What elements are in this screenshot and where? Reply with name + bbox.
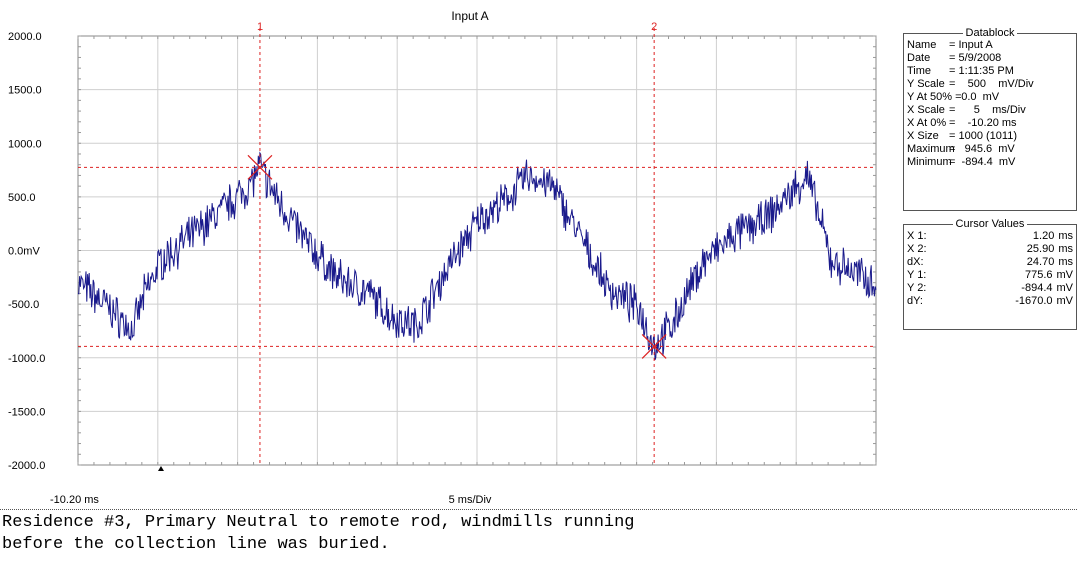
cursor-value-key: dX: bbox=[907, 256, 924, 268]
datablock-key: Maximum bbox=[907, 143, 955, 155]
datablock-value: = 945.6 mV bbox=[949, 143, 1015, 155]
y-tick-label: -1500.0 bbox=[8, 406, 45, 418]
trigger-marker-icon bbox=[157, 466, 164, 471]
cursor-value-row: Y 2: -894.4 mV bbox=[907, 282, 1073, 295]
datablock-value: = -10.20 ms bbox=[949, 117, 1017, 129]
cursor-values-title: Cursor Values bbox=[952, 218, 1028, 230]
signal-trace bbox=[77, 151, 877, 361]
y-tick-label: 500.0 bbox=[8, 192, 36, 204]
datablock-panel: Datablock Name = Input A Date = 5/9/2008 Tim… bbox=[903, 27, 1077, 211]
datablock-row: Minimum = -894.4 mV bbox=[907, 156, 1073, 169]
datablock-key: X At 0% bbox=[907, 117, 947, 129]
y-tick-label: -500.0 bbox=[8, 299, 39, 311]
cursor-value-row: X 1: 1.20 ms bbox=[907, 230, 1073, 243]
y-tick-label: 0.0mV bbox=[8, 246, 40, 258]
cursor-cross-mark bbox=[247, 154, 273, 180]
datablock-row: X At 0% = -10.20 ms bbox=[907, 117, 1073, 130]
y-tick-label: -1000.0 bbox=[8, 353, 45, 365]
datablock-row: Y At 50% = 0.0 mV bbox=[907, 91, 1073, 104]
datablock-key: Date bbox=[907, 52, 931, 64]
cursor-value-unit: mV bbox=[1056, 295, 1074, 307]
datablock-key: Y Scale bbox=[907, 78, 945, 90]
datablock-row: Date = 5/9/2008 bbox=[907, 52, 1073, 65]
datablock-key: Name bbox=[907, 39, 937, 51]
datablock-value: = 5/9/2008 bbox=[949, 52, 1002, 64]
cursor-value-row: X 2: 25.90 ms bbox=[907, 243, 1073, 256]
cursor-cross-mark bbox=[641, 334, 667, 359]
datablock-key: X Size bbox=[907, 130, 939, 142]
datablock-value: = 1:11:35 PM bbox=[949, 65, 1014, 77]
datablock-key: Minimum bbox=[907, 156, 952, 168]
caption-line-2: before the collection line was buried. bbox=[2, 535, 390, 554]
caption-text: Residence #3, Primary Neutral to remote … bbox=[2, 512, 635, 556]
cursor-value-row: dY: -1670.0 mV bbox=[907, 295, 1073, 308]
cursor-value-row: Y 1: 775.6 mV bbox=[907, 269, 1073, 282]
cursor-label: 1 bbox=[257, 21, 263, 33]
datablock-row: Name = Input A bbox=[907, 39, 1073, 52]
cursor-value-number: 24.70 bbox=[1026, 256, 1055, 268]
datablock-row: Maximum = 945.6 mV bbox=[907, 143, 1073, 156]
cursor-value-key: dY: bbox=[907, 295, 923, 307]
y-tick-label: 1500.0 bbox=[8, 85, 42, 97]
y-tick-label: -2000.0 bbox=[8, 460, 45, 472]
cursor-value-unit: mV bbox=[1056, 282, 1074, 294]
cursor-value-key: X 2: bbox=[907, 243, 927, 255]
y-tick-label: 2000.0 bbox=[8, 31, 42, 43]
datablock-row: Y Scale = 500 mV/Div bbox=[907, 78, 1073, 91]
cursor-value-number: 1.20 bbox=[1032, 230, 1055, 242]
y-axis-ticks: 2000.0 1500.0 1000.0 500.0 0.0mV -500.0 -1000.… bbox=[8, 31, 45, 472]
datablock-value: 0.0 mV bbox=[949, 91, 1000, 103]
cursor-value-number: -1670.0 bbox=[1015, 295, 1053, 307]
datablock-row: X Scale = 5 ms/Div bbox=[907, 104, 1073, 117]
datablock-title: Datablock bbox=[962, 27, 1018, 39]
caption-divider bbox=[0, 509, 1077, 510]
datablock-key: Time bbox=[907, 65, 932, 77]
oscilloscope-chart: 2000.0 1500.0 1000.0 500.0 0.0mV -500.0 -1000.… bbox=[8, 9, 877, 506]
cursor-value-key: Y 1: bbox=[907, 269, 927, 281]
cursor-value-number: -894.4 bbox=[1021, 282, 1053, 294]
datablock-value: = -894.4 mV bbox=[949, 156, 1016, 168]
datablock-value: = 1000 (1011) bbox=[949, 130, 1017, 142]
datablock-row: Time = 1:11:35 PM bbox=[907, 65, 1073, 78]
cursor-value-unit: ms bbox=[1058, 256, 1073, 268]
datablock-value: = 5 ms/Div bbox=[949, 104, 1026, 116]
datablock-key: Y At 50% = bbox=[907, 91, 962, 103]
cursor-value-unit: ms bbox=[1058, 230, 1073, 242]
cursor-value-number: 25.90 bbox=[1026, 243, 1055, 255]
datablock-row: X Size = 1000 (1011) bbox=[907, 130, 1073, 143]
cursor-value-unit: mV bbox=[1056, 269, 1074, 281]
cursor-value-row: dX: 24.70 ms bbox=[907, 256, 1073, 269]
chart-title: Input A bbox=[451, 9, 488, 23]
y-tick-label: 1000.0 bbox=[8, 138, 42, 150]
x-start-label: -10.20 ms bbox=[50, 494, 99, 506]
cursor-value-unit: ms bbox=[1058, 243, 1073, 255]
cursor-value-key: X 1: bbox=[907, 230, 927, 242]
x-scale-label: 5 ms/Div bbox=[449, 494, 492, 506]
cursor-label: 2 bbox=[651, 21, 657, 33]
datablock-key: X Scale bbox=[907, 104, 945, 116]
cursor-values-panel: Cursor Values X 1: 1.20 ms X 2: 25.90 ms dX: 24… bbox=[903, 218, 1077, 330]
caption-line-1: Residence #3, Primary Neutral to remote … bbox=[2, 513, 635, 532]
chart-grid bbox=[77, 35, 877, 466]
datablock-value: = 500 mV/Div bbox=[949, 78, 1034, 90]
cursor-value-key: Y 2: bbox=[907, 282, 927, 294]
cursor-value-number: 775.6 bbox=[1024, 269, 1053, 281]
datablock-value: = Input A bbox=[949, 39, 993, 51]
